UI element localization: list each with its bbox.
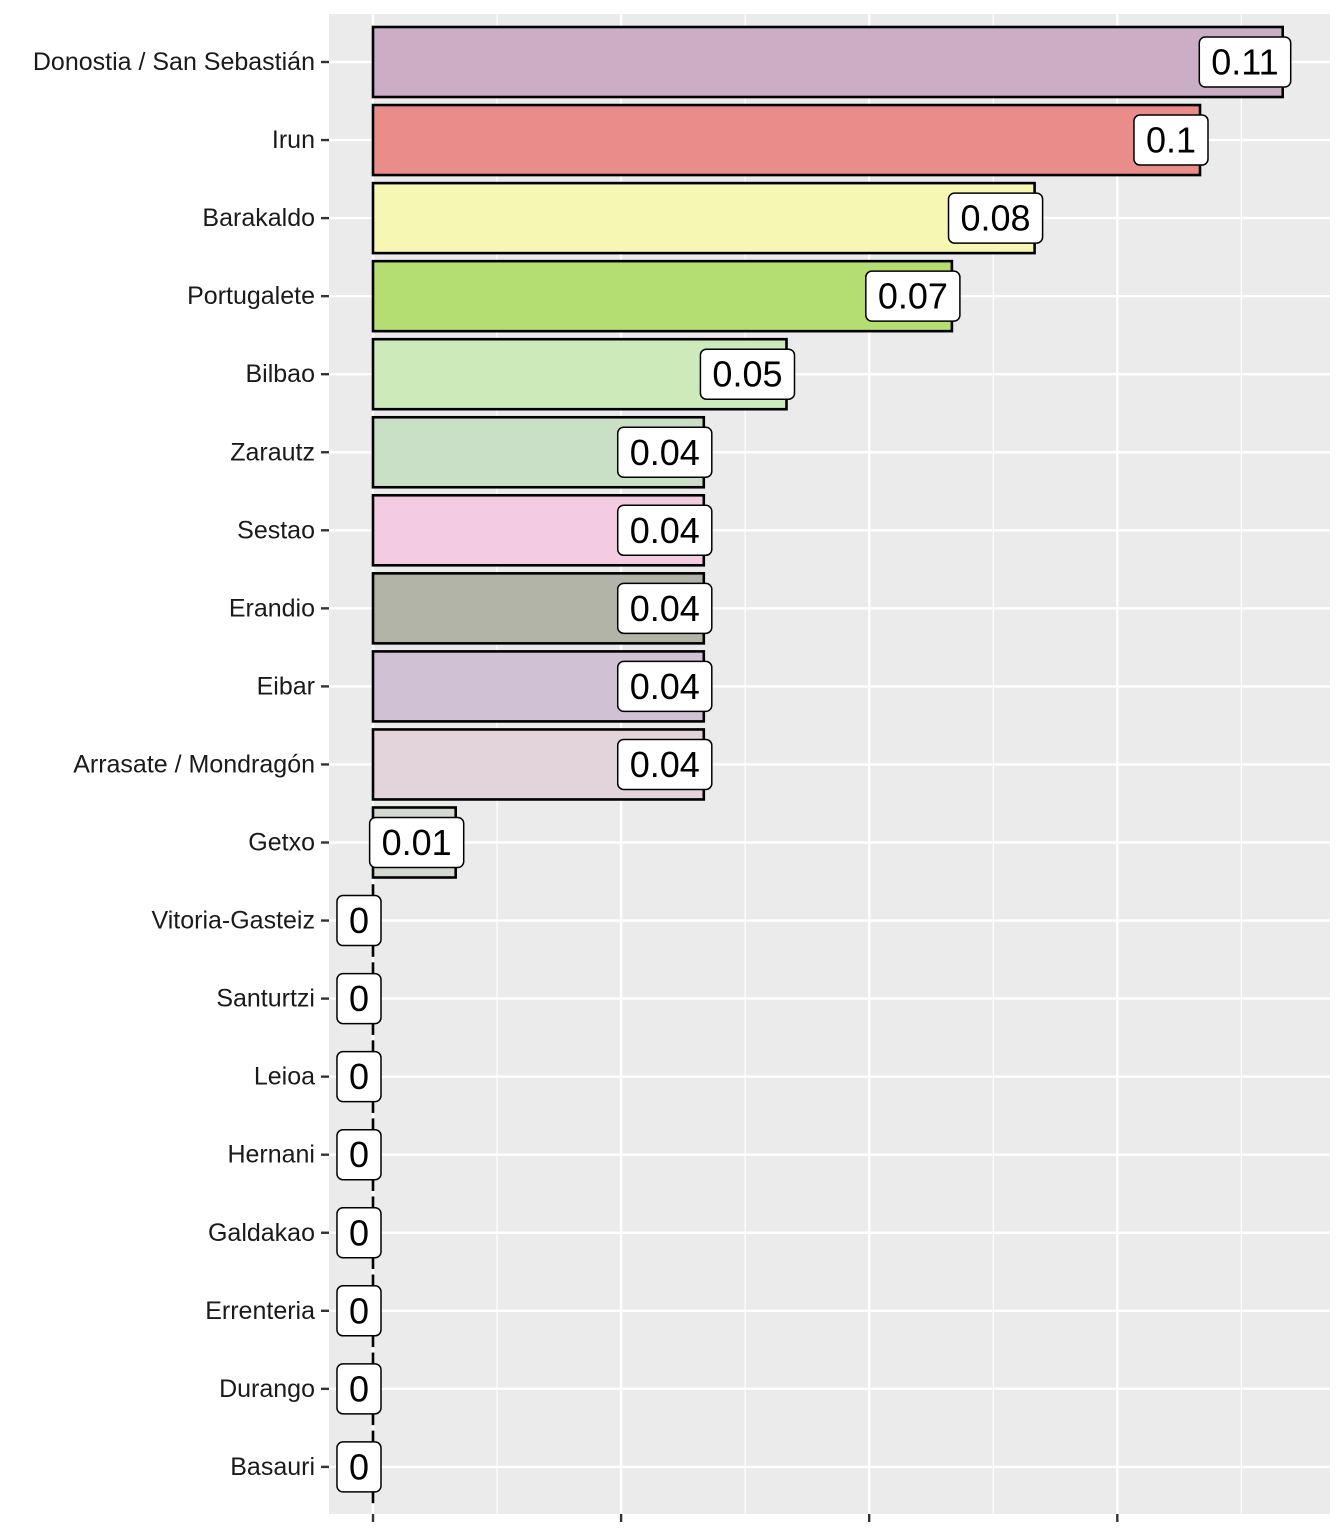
data-label-box <box>616 660 713 713</box>
data-label-box <box>336 894 382 947</box>
data-label: 0 <box>336 1128 382 1181</box>
data-label-box <box>616 738 713 791</box>
bar <box>371 259 954 333</box>
bar <box>371 25 1285 99</box>
data-label-box <box>699 348 796 400</box>
data-label: 0.04 <box>616 426 713 478</box>
bar <box>371 181 1036 255</box>
data-label-text: 0.08 <box>961 198 1031 239</box>
data-label: 0.07 <box>865 270 961 322</box>
data-label-box <box>336 1363 382 1415</box>
data-label-text: 0.01 <box>382 822 452 863</box>
data-label-text: 0.11 <box>1211 42 1278 83</box>
data-label-box <box>368 816 465 869</box>
data-label-box <box>336 1050 382 1103</box>
y-tick-label: Donostia / San Sebastián <box>33 48 315 76</box>
data-label-text: 0 <box>349 900 369 941</box>
data-label-text: 0 <box>349 1134 369 1175</box>
data-label-text: 0.04 <box>630 666 700 707</box>
data-label-text: 0 <box>349 1056 369 1097</box>
data-label-text: 0 <box>349 978 369 1019</box>
data-label-box <box>336 1441 382 1493</box>
data-label-text: 0.04 <box>630 510 700 551</box>
data-label-text: 0 <box>349 1446 369 1487</box>
y-tick-label: Eibar <box>257 672 315 700</box>
data-label-text: 0 <box>349 1290 369 1331</box>
data-label-box <box>1198 36 1292 88</box>
x-axis <box>371 1514 1119 1522</box>
data-label: 0 <box>336 1207 382 1259</box>
data-label: 0 <box>336 1050 382 1103</box>
y-tick-label: Leioa <box>254 1063 315 1091</box>
data-label-box <box>616 504 713 557</box>
data-label-text: 0.04 <box>630 432 700 473</box>
data-label: 0.04 <box>616 504 713 557</box>
data-labels: 0.11 0.1 0.08 0.07 0.05 0.04 0.04 0.04 0.04 0.04 0… <box>336 36 1292 1493</box>
y-tick-label: Galdakao <box>208 1219 315 1247</box>
data-label-box <box>1133 114 1209 166</box>
data-label-text: 0.07 <box>878 276 948 317</box>
y-tick-label: Santurtzi <box>216 985 315 1013</box>
y-tick-label: Vitoria-Gasteiz <box>152 907 316 935</box>
data-label: 0.08 <box>947 192 1044 244</box>
data-label: 0 <box>336 894 382 947</box>
data-label-box <box>947 192 1044 244</box>
data-label-text: 0 <box>349 1212 369 1253</box>
data-label-text: 0.04 <box>630 588 700 629</box>
data-label: 0 <box>336 1441 382 1493</box>
data-label-text: 0.04 <box>630 744 700 785</box>
y-tick-label: Errenteria <box>205 1297 315 1325</box>
y-tick-label: Bilbao <box>246 360 316 388</box>
y-tick-label: Hernani <box>227 1141 315 1169</box>
y-axis: Donostia / San Sebastián Irun Barakaldo Por… <box>33 48 329 1481</box>
data-label-text: 0.1 <box>1146 120 1196 161</box>
data-label-box <box>336 1285 382 1337</box>
data-label: 0.11 <box>1198 36 1292 88</box>
data-label-box <box>336 1128 382 1181</box>
y-tick-label: Erandio <box>229 594 315 622</box>
y-tick-label: Zarautz <box>230 438 315 466</box>
data-label: 0.05 <box>699 348 796 400</box>
y-tick-label: Barakaldo <box>202 204 315 232</box>
y-tick-label: Durango <box>219 1375 315 1403</box>
data-label: 0.01 <box>368 816 465 869</box>
data-label: 0 <box>336 1285 382 1337</box>
data-label: 0.1 <box>1133 114 1209 166</box>
y-tick-label: Arrasate / Mondragón <box>73 750 315 778</box>
data-label-box <box>336 972 382 1025</box>
y-tick-label: Getxo <box>248 829 315 857</box>
y-tick-label: Portugalete <box>187 282 315 310</box>
data-label-box <box>865 270 961 322</box>
y-tick-label: Basauri <box>230 1453 315 1481</box>
data-label: 0 <box>336 972 382 1025</box>
y-tick-label: Sestao <box>237 516 315 544</box>
bar <box>371 103 1202 177</box>
data-label: 0 <box>336 1363 382 1415</box>
data-label: 0.04 <box>616 582 713 635</box>
y-tick-label: Irun <box>272 126 315 154</box>
data-label: 0.04 <box>616 738 713 791</box>
data-label-box <box>616 426 713 478</box>
data-label-text: 0 <box>349 1368 369 1409</box>
data-label-box <box>336 1207 382 1259</box>
data-label-box <box>616 582 713 635</box>
data-label: 0.04 <box>616 660 713 713</box>
data-label-text: 0.05 <box>712 354 782 395</box>
